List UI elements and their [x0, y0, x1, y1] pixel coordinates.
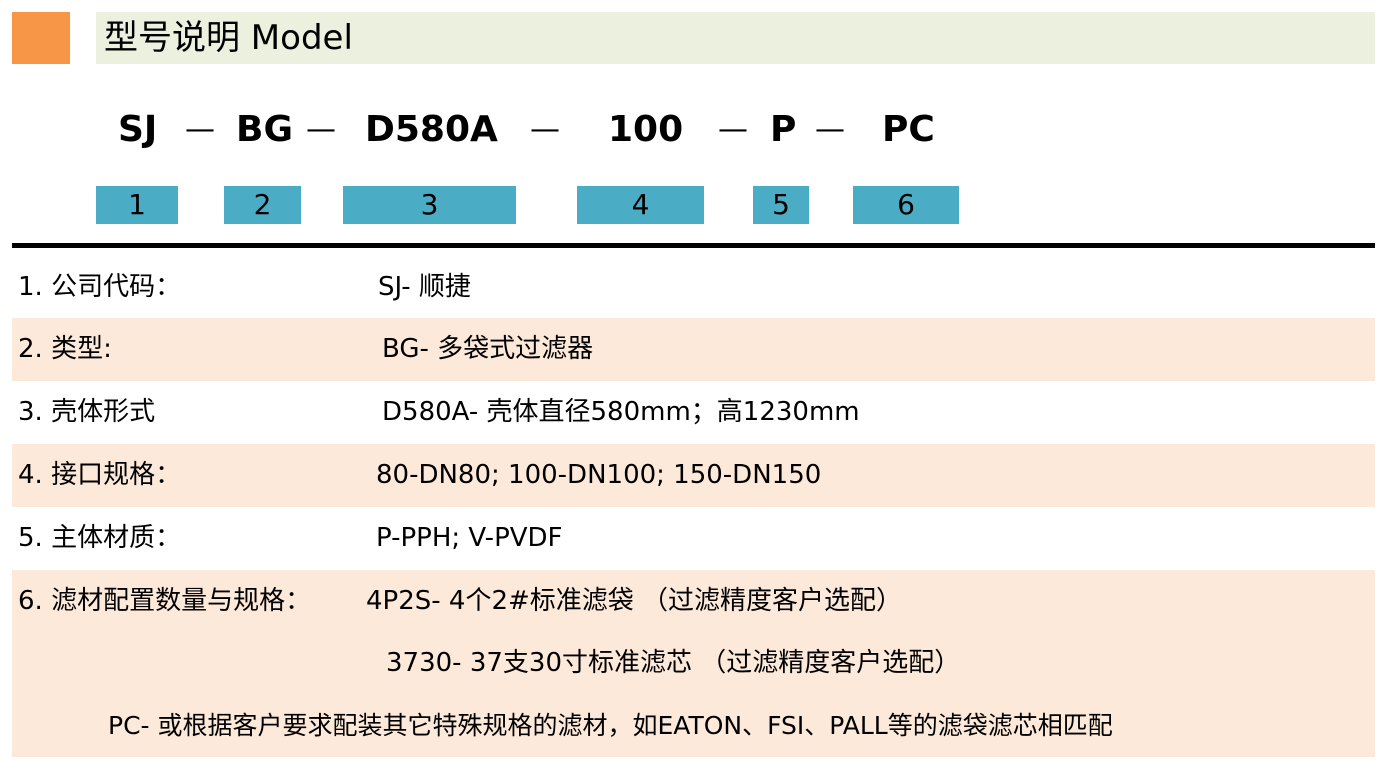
index-box-3: 3	[343, 186, 516, 224]
title-bar	[96, 12, 1375, 64]
row-value-extra: PC- 或根据客户要求配装其它特殊规格的滤材，如EATON、FSI、PALL等的…	[108, 711, 1113, 740]
row-value: 4P2S- 4个2#标准滤袋 （过滤精度客户选配）	[366, 586, 903, 616]
table-row: 5. 主体材质： P-PPH; V-PVDF	[12, 507, 1375, 570]
divider	[12, 243, 1375, 248]
index-box-2: 2	[224, 186, 301, 224]
row-value: 80-DN80; 100-DN100; 150-DN150	[376, 460, 822, 490]
table-row: 4. 接口规格： 80-DN80; 100-DN100; 150-DN150	[12, 444, 1375, 507]
code-part-3: D580A	[365, 109, 498, 150]
row-label: 4. 接口规格：	[18, 460, 182, 490]
page-title: 型号说明 Model	[104, 18, 353, 58]
table-row: 6. 滤材配置数量与规格： 4P2S- 4个2#标准滤袋 （过滤精度客户选配） …	[12, 570, 1375, 757]
table-row: 1. 公司代码： SJ- 顺捷	[12, 256, 1375, 319]
code-separator: —	[306, 112, 336, 147]
code-separator: —	[185, 112, 215, 147]
table-row: 2. 类型: BG- 多袋式过滤器	[12, 318, 1375, 381]
index-box-5: 5	[753, 186, 809, 224]
code-part-4: 100	[608, 109, 684, 150]
row-label: 5. 主体材质：	[18, 523, 182, 553]
row-value: D580A- 壳体直径580mm；高1230mm	[382, 397, 860, 427]
code-separator: —	[718, 112, 748, 147]
row-label: 6. 滤材配置数量与规格：	[18, 586, 312, 616]
row-value: P-PPH; V-PVDF	[376, 523, 563, 553]
code-separator: —	[530, 112, 560, 147]
index-box-6: 6	[853, 186, 959, 224]
row-label: 2. 类型:	[18, 334, 112, 364]
index-box-1: 1	[96, 186, 178, 224]
code-part-6: PC	[882, 109, 935, 150]
code-separator: —	[815, 112, 845, 147]
title-accent-square	[12, 12, 70, 64]
code-part-1: SJ	[118, 109, 158, 150]
row-value: BG- 多袋式过滤器	[382, 334, 594, 364]
table-row: 3. 壳体形式 D580A- 壳体直径580mm；高1230mm	[12, 381, 1375, 444]
index-box-4: 4	[577, 186, 704, 224]
code-part-2: BG	[236, 109, 293, 150]
row-label: 1. 公司代码：	[18, 272, 182, 302]
row-value-extra: 3730- 37支30寸标准滤芯 （过滤精度客户选配）	[386, 648, 961, 678]
code-part-5: P	[770, 109, 797, 150]
row-label: 3. 壳体形式	[18, 397, 156, 427]
row-value: SJ- 顺捷	[378, 272, 471, 302]
